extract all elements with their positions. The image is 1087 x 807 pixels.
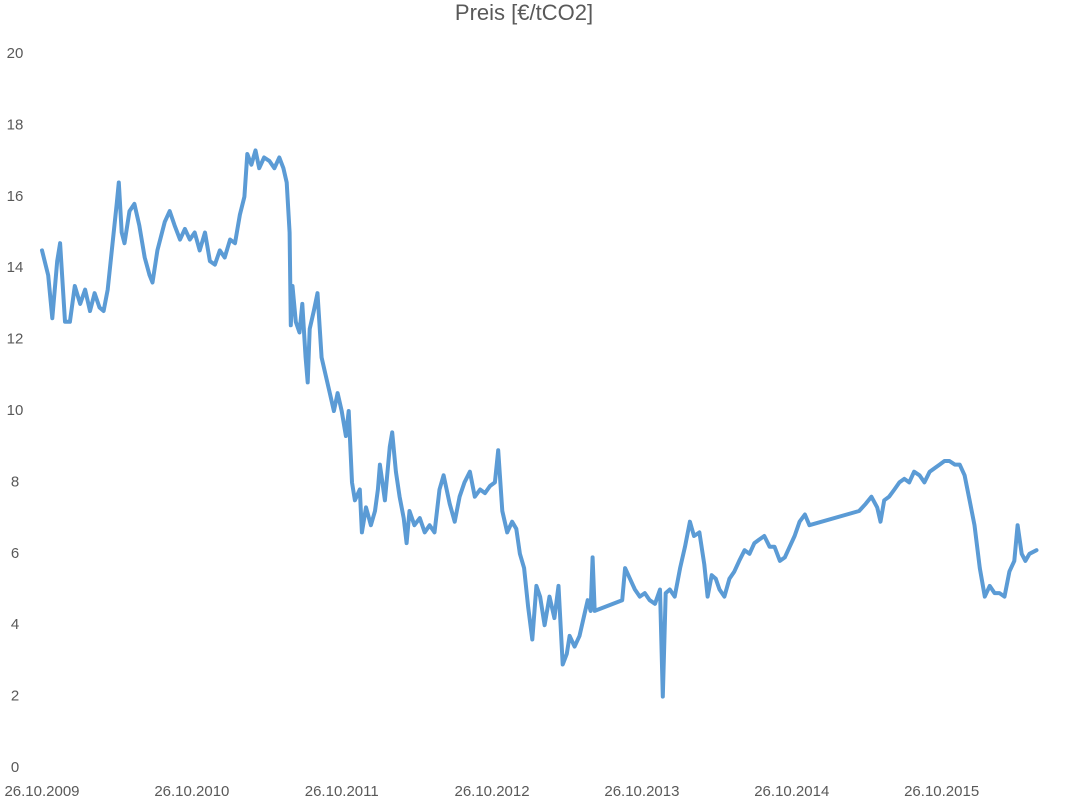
chart-title: Preis [€/tCO2]: [455, 0, 593, 25]
x-tick-label: 26.10.2013: [604, 783, 679, 800]
y-tick-label: 14: [7, 259, 24, 276]
y-tick-label: 20: [7, 45, 24, 62]
y-tick-label: 18: [7, 116, 24, 133]
y-tick-label: 2: [11, 688, 19, 705]
y-tick-label: 6: [11, 545, 19, 562]
y-tick-label: 16: [7, 188, 24, 205]
y-tick-label: 0: [11, 759, 19, 776]
y-tick-label: 4: [11, 616, 19, 633]
x-tick-label: 26.10.2010: [154, 783, 229, 800]
y-tick-label: 10: [7, 402, 24, 419]
y-tick-label: 8: [11, 473, 19, 490]
y-tick-label: 12: [7, 331, 24, 348]
x-tick-label: 26.10.2009: [4, 783, 79, 800]
x-tick-label: 26.10.2011: [305, 783, 379, 800]
price-line: [40, 148, 1039, 699]
x-tick-label: 26.10.2014: [754, 783, 829, 800]
x-tick-label: 26.10.2015: [904, 783, 979, 800]
x-tick-label: 26.10.2012: [454, 783, 529, 800]
